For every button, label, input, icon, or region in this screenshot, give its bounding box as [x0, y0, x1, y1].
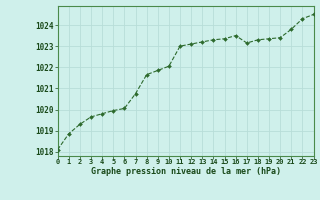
X-axis label: Graphe pression niveau de la mer (hPa): Graphe pression niveau de la mer (hPa) [91, 167, 281, 176]
